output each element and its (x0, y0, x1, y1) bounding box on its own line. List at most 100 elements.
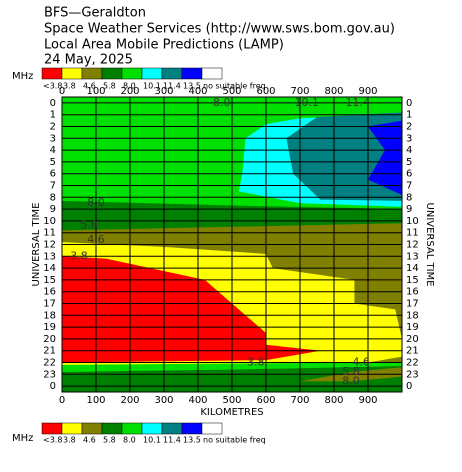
y-tick-label: 6 (406, 169, 412, 180)
x-tick-label: 400 (188, 395, 207, 406)
y-axis-label: UNIVERSAL TIME (31, 203, 42, 287)
legend-swatch (201, 422, 223, 435)
contour-label: 3.8 (70, 249, 88, 262)
x-tick-label: 700 (290, 86, 309, 97)
y-tick-label: 16 (406, 287, 419, 298)
title-line: 24 May, 2025 (44, 53, 133, 68)
x-tick-label: 900 (358, 395, 377, 406)
x-tick-label: 600 (256, 86, 275, 97)
contour-label: 8.0 (213, 96, 231, 109)
title-line: BFS—Geraldton (44, 6, 146, 21)
legend-swatch (141, 422, 163, 435)
title-line: Local Area Mobile Predictions (LAMP) (44, 38, 284, 53)
x-tick-label: 500 (222, 395, 241, 406)
y-tick-label: 13 (43, 251, 56, 262)
legend-label: 4.6 (83, 436, 96, 445)
legend-swatch (121, 67, 143, 80)
y-tick-label: 5 (50, 157, 56, 168)
y-tick-label: 18 (43, 310, 56, 321)
y-tick-label: 7 (50, 181, 56, 192)
x-tick-label: 800 (324, 395, 343, 406)
y-tick-label: 12 (43, 240, 56, 251)
legend-label: <3.8 (43, 436, 62, 445)
y-tick-label: 3 (50, 133, 56, 144)
legend-swatch (121, 422, 143, 435)
y-tick-label: 23 (43, 369, 56, 380)
y-tick-label: 3 (406, 133, 412, 144)
x-tick-label: 500 (222, 86, 241, 97)
legend-swatch (181, 422, 203, 435)
y-tick-label: 17 (43, 299, 56, 310)
contour-label: 8.0 (342, 374, 360, 387)
y-tick-label: 4 (50, 145, 56, 156)
legend-label: 13.5 (183, 82, 201, 91)
y-tick-label: 11 (406, 228, 419, 239)
y-tick-label: 0 (406, 381, 412, 392)
x-tick-label: 400 (188, 86, 207, 97)
legend-label: no suitable freq (203, 436, 266, 445)
y-tick-label: 10 (406, 216, 419, 227)
legend-label: 5.8 (103, 436, 116, 445)
y-tick-label: 15 (43, 275, 56, 286)
y-tick-label: 13 (406, 251, 419, 262)
y-tick-label: 14 (406, 263, 419, 274)
y-tick-label: 0 (50, 98, 56, 109)
y-tick-label: 2 (50, 122, 56, 133)
legend-swatch (61, 422, 83, 435)
legend-label: no suitable freq (203, 82, 266, 91)
y-tick-label: 0 (50, 381, 56, 392)
y-tick-label: 17 (406, 299, 419, 310)
x-tick-label: 200 (120, 395, 139, 406)
y-tick-label: 22 (43, 358, 56, 369)
y-tick-label: 8 (406, 192, 412, 203)
legend-unit: MHz (12, 433, 33, 444)
y-tick-label: 11 (43, 228, 56, 239)
y-tick-label: 7 (406, 181, 412, 192)
contour-label: 5.8 (342, 365, 360, 378)
x-axis-label: KILOMETRES (200, 407, 263, 418)
y-tick-label: 15 (406, 275, 419, 286)
x-tick-label: 200 (120, 86, 139, 97)
legend-label: 3.8 (63, 82, 76, 91)
legend-swatch (141, 67, 163, 80)
legend-label: 13.5 (183, 436, 201, 445)
y-tick-label: 12 (406, 240, 419, 251)
legend-label: <3.8 (43, 82, 62, 91)
contour-label: 4.6 (87, 233, 105, 246)
legend-swatch (41, 67, 63, 80)
x-tick-label: 100 (86, 86, 105, 97)
y-tick-label: 8 (50, 192, 56, 203)
y-tick-label: 16 (43, 287, 56, 298)
y-tick-label: 18 (406, 310, 419, 321)
contour-label: 5.8 (80, 219, 98, 232)
legend-label: 10.1 (143, 82, 161, 91)
legend-label: 11.4 (163, 82, 181, 91)
x-tick-label: 0 (59, 86, 65, 97)
y-tick-label: 9 (406, 204, 412, 215)
x-tick-label: 900 (358, 86, 377, 97)
y-tick-label: 2 (406, 122, 412, 133)
legend-swatch (101, 422, 123, 435)
y-tick-label: 19 (43, 322, 56, 333)
y-tick-label: 10 (43, 216, 56, 227)
x-tick-label: 700 (290, 395, 309, 406)
legend-swatch (41, 422, 63, 435)
legend-swatch (81, 422, 103, 435)
legend-swatch (81, 67, 103, 80)
legend-label: 10.1 (143, 436, 161, 445)
y-tick-label: 21 (43, 346, 56, 357)
x-tick-label: 100 (86, 395, 105, 406)
contour-label: 11.4 (346, 96, 371, 109)
x-tick-label: 0 (59, 395, 65, 406)
contour-label: 8.0 (87, 196, 105, 209)
legend-label: 3.8 (63, 436, 76, 445)
y-tick-label: 4 (406, 145, 412, 156)
y-tick-label: 6 (50, 169, 56, 180)
x-tick-label: 300 (154, 395, 173, 406)
legend-swatch (101, 67, 123, 80)
y-tick-label: 19 (406, 322, 419, 333)
y-tick-label: 20 (406, 334, 419, 345)
contour-region (368, 120, 402, 195)
